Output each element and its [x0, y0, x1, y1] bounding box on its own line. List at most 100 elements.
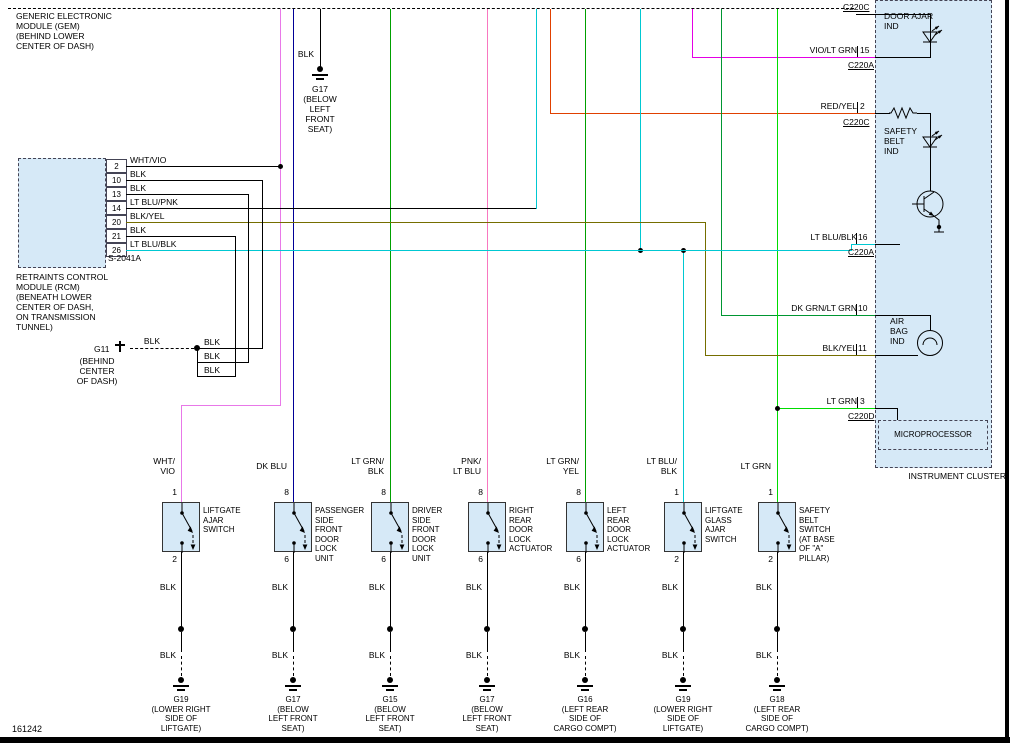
rcm-row-wire [126, 236, 235, 237]
wire-vio-lt-grn [692, 9, 693, 58]
wire-lt-grn [777, 9, 778, 502]
pin-number: 2 [768, 554, 773, 564]
pin-tick [856, 233, 857, 244]
pin-wire-label: DK GRN/LT GRN [791, 303, 857, 313]
rcm-row-wire [126, 194, 248, 195]
wire-wht-vio-drop [181, 405, 182, 502]
wire-color-label: WHT/ VIO [153, 456, 175, 476]
switch-box [566, 502, 604, 553]
wire-blk [487, 552, 488, 628]
pin-number: 8 [478, 487, 483, 497]
rcm-row-wire [126, 208, 536, 209]
switch-box [664, 502, 702, 553]
pin-number: 1 [768, 487, 773, 497]
wire-blk-dashed [293, 656, 294, 676]
wire-lt-blu-blk-lower [683, 250, 684, 502]
junction-dot [775, 406, 780, 411]
pin-number: 6 [381, 554, 386, 564]
wire-lt-blu-blk-upper [640, 9, 641, 251]
wire-blk [487, 632, 488, 652]
rcm-pin: 2 [106, 159, 127, 173]
inline-connector-dot [774, 626, 780, 632]
switch-box [758, 502, 796, 553]
wire-blk [390, 552, 391, 628]
bulb-indicator-icon [917, 330, 943, 356]
pin-wire-label: RED/YEL [820, 101, 857, 111]
pin-wire-label: LT BLU/BLK [810, 232, 857, 242]
pin-number: 2 [860, 101, 865, 111]
wire-label-blk: BLK [204, 337, 221, 347]
wire-blk [197, 376, 236, 377]
led-indicator-icon [922, 130, 943, 148]
wire-color-label: PNK/ LT BLU [452, 456, 481, 476]
cluster-internal-wire [917, 113, 930, 114]
transistor-icon [912, 190, 944, 233]
instrument-cluster-box [875, 0, 992, 468]
ground-label: G17 (BELOW LEFT FRONT SEAT) [268, 695, 318, 733]
rcm-wire-label: LT BLU/BLK [130, 239, 177, 249]
rcm-pin: 21 [106, 229, 127, 243]
wire-label-blk: BLK [159, 582, 176, 592]
switch-box [371, 502, 409, 553]
connector-label: C220A [848, 247, 874, 257]
switch-symbol-icon [292, 503, 308, 553]
component-name: DRIVER SIDE FRONT DOOR LOCK UNIT [412, 506, 443, 563]
inline-connector-dot [582, 626, 588, 632]
pin-number: 2 [172, 554, 177, 564]
wire-blk-dashed [777, 656, 778, 676]
wire-blk [777, 552, 778, 628]
ground-label: G19 (LOWER RIGHT SIDE OF LIFTGATE) [151, 695, 211, 733]
wire-blk-yel [126, 222, 705, 223]
wire-label-blk: BLK [563, 650, 580, 660]
switch-box [162, 502, 200, 553]
safety-belt-ind-label: SAFETY BELT IND [884, 126, 918, 156]
wire-blk [777, 632, 778, 652]
wire-blk-dashed [390, 656, 391, 676]
wire-splice-s2041a [126, 250, 851, 251]
wire-label-blk: BLK [465, 650, 482, 660]
wire-label-blk: BLK [143, 336, 160, 346]
pin-number: 6 [478, 554, 483, 564]
switch-symbol-icon [776, 503, 792, 553]
cluster-internal-wire [930, 315, 931, 331]
wire-blk [197, 362, 249, 363]
wire-blk [248, 194, 249, 363]
wire-blk-dashed [585, 656, 586, 676]
inline-connector-dot [178, 626, 184, 632]
cluster-internal-wire [930, 14, 931, 58]
splice-label: S-2041A [108, 253, 142, 263]
ground-label: G16 (LEFT REAR SIDE OF CARGO COMPT) [553, 695, 617, 733]
pin-number: 8 [284, 487, 289, 497]
pin-number: 10 [858, 303, 868, 313]
cluster-internal-wire [875, 408, 897, 409]
wire-label-blk: BLK [755, 650, 772, 660]
wire-blk [683, 552, 684, 628]
rcm-wire-label: LT BLU/PNK [130, 197, 178, 207]
wire-dk-grn-lt-grn-h [721, 315, 875, 316]
wire-blk [262, 180, 263, 349]
wire-blk-dashed [487, 656, 488, 676]
microprocessor-label: MICROPROCESSOR [894, 430, 972, 439]
connector-label: C220C [843, 117, 870, 127]
air-bag-ind-label: AIR BAG IND [890, 316, 908, 346]
component-name: LIFTGATE AJAR SWITCH [203, 506, 241, 534]
cluster-internal-wire [856, 14, 930, 15]
right-border [1005, 0, 1009, 743]
wire-label-blk: BLK [204, 351, 221, 361]
pin-number: 3 [860, 396, 865, 406]
pin-number: 2 [674, 554, 679, 564]
wire-blk-gem-ground [320, 9, 321, 68]
component-name: RIGHT REAR DOOR LOCK ACTUATOR [509, 506, 553, 553]
wire-color-label: LT BLU/ BLK [646, 456, 677, 476]
inline-connector-dot [290, 626, 296, 632]
ground-label-g17-top: G17 (BELOW LEFT FRONT SEAT) [303, 84, 337, 134]
rcm-pin: 10 [106, 173, 127, 187]
wire-blk [683, 632, 684, 652]
wire-label-blk: BLK [297, 49, 314, 59]
pin-number: 8 [381, 487, 386, 497]
bottom-border [0, 737, 1010, 743]
rcm-row-wire [126, 166, 280, 167]
switch-box [468, 502, 506, 553]
wire-blk [293, 552, 294, 628]
ground-location-g11: (BEHIND CENTER OF DASH) [76, 356, 118, 386]
